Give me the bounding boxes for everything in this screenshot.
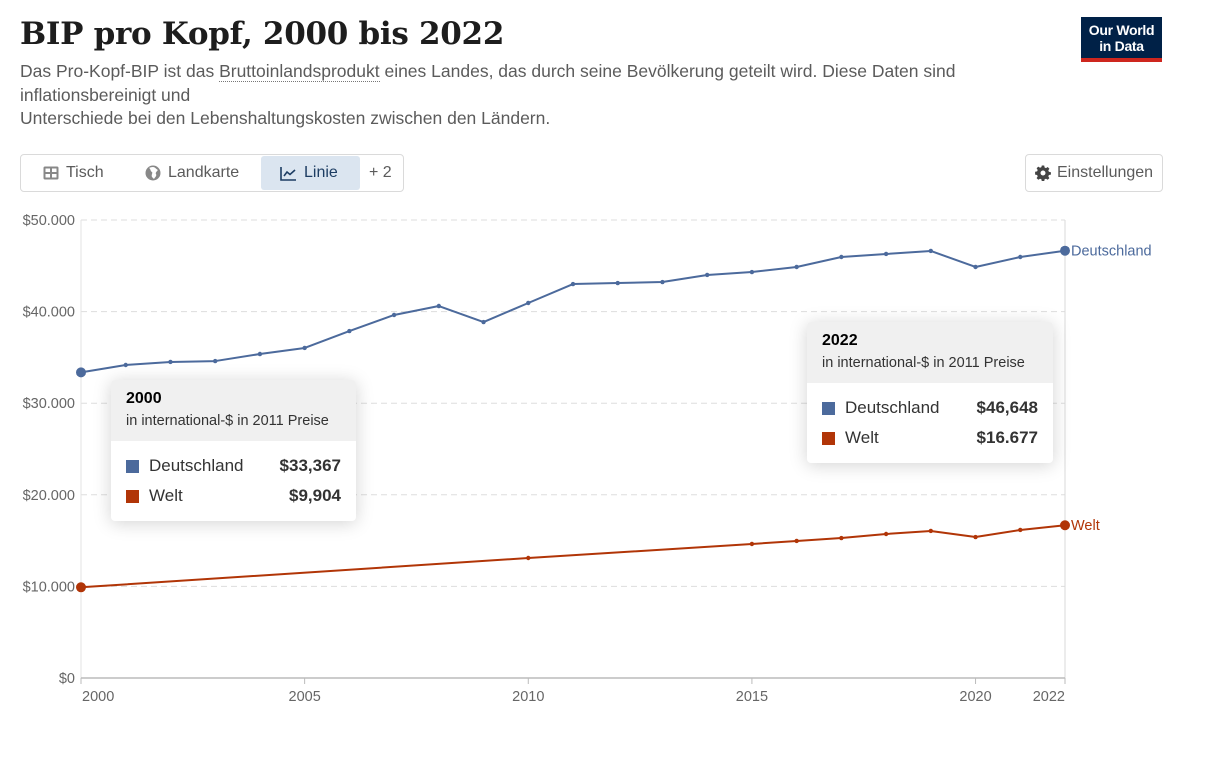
tooltip-series-name: Deutschland (149, 456, 244, 475)
owid-logo[interactable]: Our World in Data (1081, 17, 1162, 62)
tooltip-unit: in international-$ in 2011 Preise (822, 355, 1025, 371)
logo-line-2: in Data (1099, 38, 1144, 54)
tooltip-row-welt: Welt $16.677 (822, 423, 1038, 453)
tooltip-value: $46,648 (976, 398, 1038, 417)
chart-subtitle: Das Pro-Kopf-BIP ist das Bruttoinlandspr… (20, 60, 1030, 131)
x-tick-label: 2020 (959, 689, 991, 705)
gear-icon (1035, 165, 1051, 181)
tooltip-value: $33,367 (279, 456, 341, 475)
y-tick-label: $40.000 (23, 305, 75, 321)
data-point-deutschland (76, 367, 86, 378)
chart-title: BIP pro Kopf, 2000 bis 2022 (20, 16, 505, 52)
data-point-deutschland (168, 359, 173, 365)
data-point-welt (973, 534, 978, 540)
data-point-deutschland (794, 264, 799, 270)
data-point-deutschland (347, 328, 352, 334)
data-point-welt (749, 541, 755, 547)
data-point-deutschland (749, 269, 755, 275)
data-point-deutschland (660, 279, 665, 285)
data-point-deutschland (481, 319, 486, 325)
tooltip-row-deutschland: Deutschland $33,367 (126, 451, 341, 481)
tab-more-label: + 2 (369, 164, 392, 181)
line-chart-icon (280, 166, 296, 181)
table-icon (43, 166, 59, 180)
y-tick-label: $0 (59, 671, 75, 687)
tooltip-value: $16.677 (976, 428, 1038, 447)
tooltip-series-name: Welt (149, 486, 183, 505)
tooltip-value: $9,904 (289, 486, 341, 505)
data-point-welt (526, 555, 531, 561)
data-point-welt (1060, 520, 1070, 531)
tooltip-series-name: Welt (845, 428, 879, 447)
deutschland-swatch (822, 401, 835, 415)
series-label-deutschland: Deutschland (1071, 244, 1152, 260)
tooltip-2000: 2000 in international-$ in 2011 Preise D… (111, 380, 356, 521)
settings-label: Einstellungen (1057, 164, 1154, 181)
tab-more[interactable]: + 2 (360, 156, 400, 190)
tooltip-row-welt: Welt $9,904 (126, 481, 341, 511)
data-point-deutschland (615, 280, 620, 286)
welt-swatch (822, 431, 835, 445)
data-point-deutschland (1060, 245, 1070, 256)
data-point-welt (928, 528, 934, 534)
bruttoinlandsprodukt-link[interactable]: Bruttoinlandsprodukt (219, 61, 380, 82)
data-point-deutschland (704, 272, 710, 278)
y-tick-label: $50.000 (23, 213, 75, 229)
x-tick-label: 2000 (82, 689, 114, 705)
series-line-welt (80, 524, 1066, 589)
data-point-welt (883, 531, 889, 537)
y-tick-label: $10.000 (23, 579, 75, 595)
tab-line[interactable]: Linie (261, 156, 360, 190)
series-label-welt: Welt (1071, 518, 1100, 534)
globe-icon (145, 165, 161, 181)
data-point-deutschland (839, 254, 844, 260)
tab-table[interactable]: Tisch (23, 156, 125, 190)
logo-line-1: Our World (1088, 22, 1155, 38)
y-tick-label: $20.000 (23, 488, 75, 504)
data-point-deutschland (973, 264, 978, 270)
data-point-deutschland (526, 300, 531, 306)
tooltip-year: 2022 (822, 332, 858, 349)
x-tick-label: 2005 (289, 689, 321, 705)
deutschland-swatch (126, 459, 139, 473)
data-point-deutschland (928, 248, 934, 254)
y-tick-label: $30.000 (23, 396, 75, 412)
data-point-welt (76, 582, 86, 593)
x-tick-label: 2010 (512, 689, 544, 705)
tooltip-series-name: Deutschland (845, 398, 940, 417)
tooltip-year: 2000 (126, 390, 162, 407)
data-point-deutschland (436, 303, 442, 309)
data-point-welt (1018, 527, 1023, 533)
tab-map-label: Landkarte (168, 164, 240, 181)
x-tick-label: 2022 (1033, 689, 1065, 705)
subtitle-text: Das Pro-Kopf-BIP ist das (20, 61, 220, 81)
view-tabs: Tisch Landkarte Linie + 2 (20, 154, 404, 192)
subtitle-line-2: Unterschiede bei den Lebenshaltungskoste… (20, 108, 551, 128)
data-point-deutschland (570, 281, 576, 287)
data-point-welt (794, 538, 799, 544)
data-point-deutschland (123, 362, 128, 368)
tooltip-row-deutschland: Deutschland $46,648 (822, 393, 1038, 423)
x-tick-label: 2015 (736, 689, 768, 705)
tooltip-unit: in international-$ in 2011 Preise (126, 413, 329, 429)
settings-button[interactable]: Einstellungen (1025, 154, 1163, 192)
tab-line-label: Linie (304, 164, 338, 181)
data-point-deutschland (257, 351, 263, 357)
tab-table-label: Tisch (66, 164, 104, 181)
welt-swatch (126, 489, 139, 503)
data-point-deutschland (212, 358, 218, 364)
tooltip-2022: 2022 in international-$ in 2011 Preise D… (807, 322, 1053, 463)
data-point-deutschland (391, 312, 397, 318)
data-point-deutschland (302, 345, 307, 351)
data-point-welt (839, 535, 844, 541)
line-chart: $0 $10.000 $20.000 $30.000 $40.000 $50.000 200… (23, 213, 1152, 705)
data-point-deutschland (883, 251, 889, 257)
data-point-deutschland (1018, 254, 1023, 260)
subtitle-text-cont: eines Landes, das durch seine Bevölkerun… (20, 61, 956, 105)
tab-map[interactable]: Landkarte (125, 156, 261, 190)
